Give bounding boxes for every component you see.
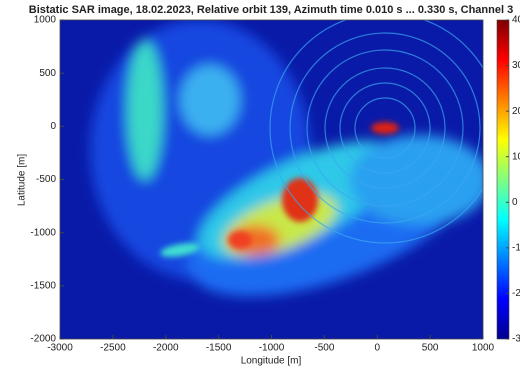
colorbar-tick-label: 30 — [512, 60, 520, 71]
x-tick-label: 500 — [422, 343, 439, 354]
x-tick-label: -2500 — [100, 343, 126, 354]
x-tick-label: -2000 — [153, 343, 179, 354]
y-tick-label: 1000 — [34, 15, 57, 26]
chart-title: Bistatic SAR image, 18.02.2023, Relative… — [29, 4, 513, 16]
y-axis-label: Latitude [m] — [17, 154, 28, 206]
x-tick-label: -1000 — [259, 343, 285, 354]
colorbar-tick-label: 40 — [512, 15, 520, 26]
x-axis-label: Longitude [m] — [241, 356, 302, 367]
colorbar-tick-label: -30 — [512, 334, 520, 345]
y-tick-label: -1000 — [30, 227, 56, 238]
sar-image — [60, 13, 500, 339]
colorbar-tick-label: -20 — [512, 288, 520, 299]
colorbar-tick-label: -10 — [512, 242, 520, 253]
x-tick-label: -500 — [314, 343, 334, 354]
y-tick-label: 500 — [39, 68, 56, 79]
x-tick-label: 0 — [374, 343, 380, 354]
colorbar-tick-label: 20 — [512, 106, 520, 117]
y-tick-label: 0 — [50, 121, 56, 132]
x-tick-label: -1500 — [206, 343, 232, 354]
colorbar — [497, 20, 509, 339]
x-tick-label: 1000 — [472, 343, 495, 354]
y-tick-label: -500 — [36, 174, 56, 185]
y-tick-label: -1500 — [30, 280, 56, 291]
y-tick-label: -2000 — [30, 334, 56, 345]
chart: Bistatic SAR image, 18.02.2023, Relative… — [0, 0, 520, 367]
colorbar-tick-label: 10 — [512, 151, 520, 162]
colorbar-tick-label: 0 — [512, 197, 518, 208]
